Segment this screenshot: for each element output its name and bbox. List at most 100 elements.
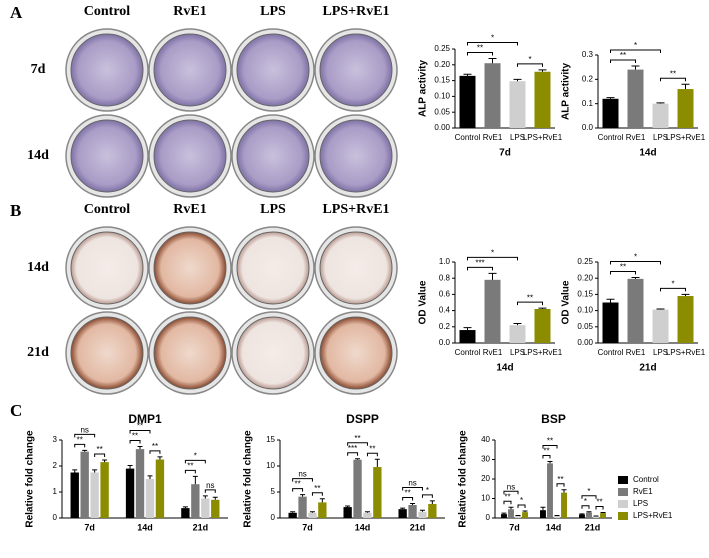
y-tick-label: 0.25 — [434, 44, 450, 53]
y-tick-label: 1.0 — [439, 257, 451, 266]
column-label: LPS — [260, 202, 286, 217]
x-tick-label: 14d — [546, 522, 562, 532]
significance-label: ns — [80, 426, 88, 435]
significance-label: ** — [620, 263, 626, 272]
x-tick-label: Control — [455, 348, 481, 357]
x-tick-label: 21d — [193, 522, 209, 532]
column-label: Control — [84, 4, 131, 19]
bar — [501, 514, 507, 518]
x-tick-label: LPS+RvE1 — [666, 348, 706, 357]
y-tick-label: 0.6 — [439, 290, 451, 299]
y-axis-label: ALP activity — [561, 63, 572, 120]
error-bar — [488, 57, 497, 64]
bar — [373, 467, 382, 518]
significance-bracket — [517, 301, 543, 306]
significance-label: * — [520, 496, 523, 505]
error-bar — [364, 511, 370, 513]
significance-label: * — [491, 34, 494, 43]
y-axis-label: ALP activity — [418, 60, 429, 117]
column-label: LPS+RvE1 — [322, 4, 389, 19]
bar — [579, 514, 585, 518]
plate-well — [70, 231, 144, 305]
error-bar — [681, 83, 690, 90]
error-bar — [92, 469, 98, 473]
y-tick-label: 0.10 — [577, 306, 593, 315]
significance-label: ** — [477, 44, 483, 53]
y-tick-label: 0.00 — [577, 338, 593, 347]
significance-bracket — [204, 489, 216, 493]
significance-label: ** — [77, 436, 83, 445]
significance-bracket — [517, 63, 543, 67]
error-bar — [309, 511, 315, 513]
error-bar — [300, 494, 306, 497]
error-bar — [429, 500, 435, 504]
x-tick-label: Control — [455, 133, 481, 142]
legend-label: LPS+RvE1 — [633, 511, 673, 520]
panel-label: B — [10, 201, 21, 220]
error-bar — [319, 498, 325, 503]
plate-well — [70, 316, 144, 390]
y-tick-label: 0.4 — [439, 306, 451, 315]
plate-well — [236, 119, 310, 193]
x-tick-label: Control — [598, 133, 624, 142]
y-tick-label: 0.3 — [582, 50, 594, 59]
x-tick-label: LPS — [653, 348, 668, 357]
error-bar — [463, 73, 472, 76]
y-tick-label: 0 — [271, 513, 276, 522]
bar — [522, 512, 528, 518]
error-bar — [137, 446, 143, 450]
significance-bracket — [610, 261, 661, 265]
significance-label: * — [634, 41, 637, 50]
x-tick-label: RvE1 — [483, 133, 503, 142]
bar — [408, 505, 417, 518]
y-tick-label: 2 — [53, 461, 58, 470]
y-axis-label: Relative fold change — [25, 430, 36, 528]
bar — [428, 503, 437, 518]
bar — [353, 459, 362, 518]
error-bar — [515, 514, 521, 517]
y-tick-label: 0.0 — [582, 123, 594, 132]
significance-label: ns — [298, 470, 306, 479]
column-label: LPS — [260, 4, 286, 19]
significance-label: ** — [137, 422, 143, 431]
y-tick-label: 15 — [266, 435, 275, 444]
bar — [459, 330, 476, 343]
significance-bracket — [129, 440, 141, 444]
significance-bracket — [94, 453, 106, 458]
error-bar — [488, 272, 497, 280]
significance-bracket — [660, 77, 686, 82]
bar — [135, 449, 145, 518]
y-tick-label: 0.8 — [439, 273, 451, 282]
significance-label: ** — [547, 437, 553, 446]
bar — [308, 512, 317, 518]
error-bar — [561, 489, 567, 493]
bar — [593, 516, 599, 518]
significance-bracket — [503, 500, 512, 505]
bar — [90, 472, 99, 518]
bar — [554, 516, 560, 518]
error-bar — [600, 512, 606, 514]
significance-label: ** — [543, 447, 549, 456]
significance-bracket — [421, 494, 433, 498]
plate-well — [236, 231, 310, 305]
error-bar — [212, 496, 218, 500]
significance-label: * — [194, 452, 197, 461]
error-bar — [501, 512, 507, 515]
error-bar — [631, 65, 640, 70]
error-bar — [202, 495, 208, 499]
x-tick-label: Control — [598, 348, 624, 357]
error-bar — [355, 458, 361, 460]
bar — [343, 507, 352, 518]
error-bar — [606, 298, 615, 303]
significance-label: ** — [404, 489, 410, 498]
bar — [652, 103, 669, 128]
bar — [100, 462, 109, 518]
significance-bracket — [467, 51, 493, 56]
y-tick-label: 1 — [53, 487, 58, 496]
bar — [191, 484, 200, 518]
bar — [155, 459, 165, 518]
error-bar — [374, 458, 380, 468]
legend-swatch — [618, 500, 628, 508]
bar — [602, 98, 619, 128]
significance-label: ** — [354, 434, 360, 443]
